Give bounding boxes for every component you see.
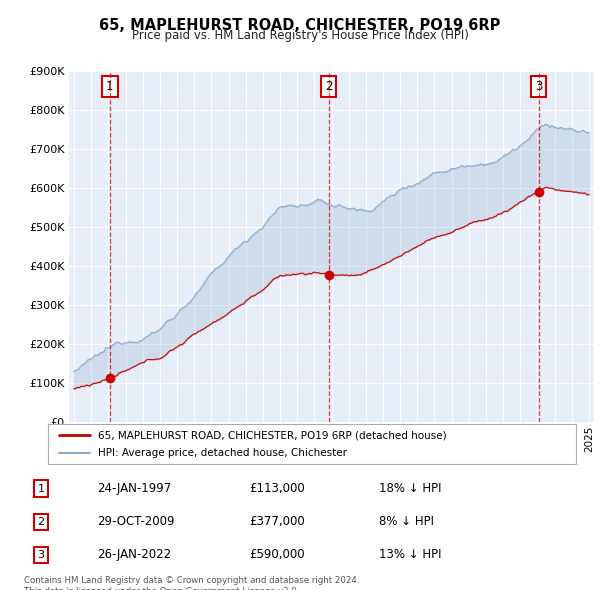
Text: Contains HM Land Registry data © Crown copyright and database right 2024.: Contains HM Land Registry data © Crown c… <box>24 576 359 585</box>
Text: 29-OCT-2009: 29-OCT-2009 <box>97 515 175 529</box>
Text: 24-JAN-1997: 24-JAN-1997 <box>97 482 172 496</box>
Text: 3: 3 <box>37 550 44 560</box>
Text: 1: 1 <box>37 484 44 494</box>
Text: This data is licensed under the Open Government Licence v3.0.: This data is licensed under the Open Gov… <box>24 587 299 590</box>
Text: 65, MAPLEHURST ROAD, CHICHESTER, PO19 6RP: 65, MAPLEHURST ROAD, CHICHESTER, PO19 6R… <box>100 18 500 32</box>
Text: HPI: Average price, detached house, Chichester: HPI: Average price, detached house, Chic… <box>98 448 347 458</box>
Text: 18% ↓ HPI: 18% ↓ HPI <box>379 482 442 496</box>
Text: 65, MAPLEHURST ROAD, CHICHESTER, PO19 6RP (detached house): 65, MAPLEHURST ROAD, CHICHESTER, PO19 6R… <box>98 430 447 440</box>
Text: 3: 3 <box>535 80 542 93</box>
Text: 13% ↓ HPI: 13% ↓ HPI <box>379 548 442 562</box>
Text: 1: 1 <box>106 80 113 93</box>
Text: 26-JAN-2022: 26-JAN-2022 <box>97 548 172 562</box>
Text: 2: 2 <box>325 80 332 93</box>
Text: Price paid vs. HM Land Registry's House Price Index (HPI): Price paid vs. HM Land Registry's House … <box>131 30 469 42</box>
Text: £377,000: £377,000 <box>250 515 305 529</box>
Text: £590,000: £590,000 <box>250 548 305 562</box>
Text: 2: 2 <box>37 517 44 527</box>
Text: £113,000: £113,000 <box>250 482 305 496</box>
Text: 8% ↓ HPI: 8% ↓ HPI <box>379 515 434 529</box>
